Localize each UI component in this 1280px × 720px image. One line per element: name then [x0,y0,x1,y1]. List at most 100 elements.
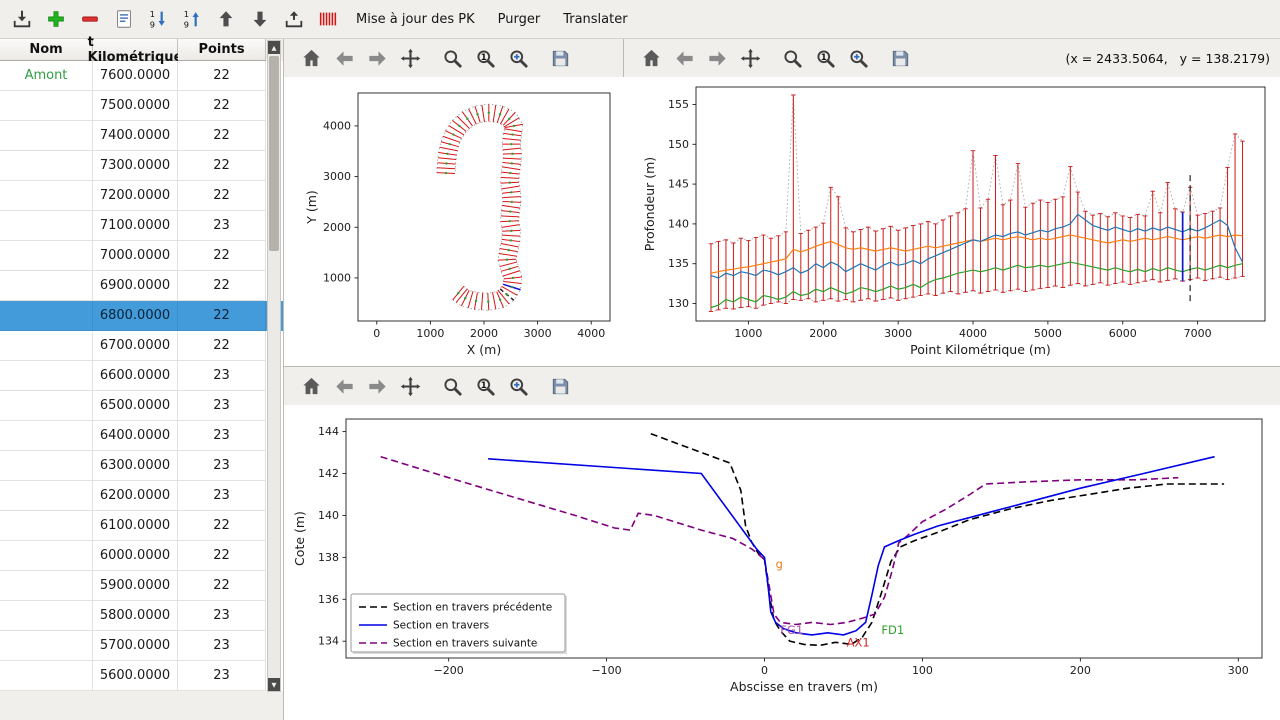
section-zoom-one-button[interactable] [472,373,499,400]
plan-zoom-button[interactable] [439,45,466,72]
profile-pan-button[interactable] [737,45,764,72]
section-zoom-button[interactable] [439,373,466,400]
cell-pk: 7000.0000 [93,241,178,271]
plan-chart[interactable]: 0 1000 2000 3000 4000 1000 2000 3000 4000 X (m) Y … [284,77,624,366]
plan-save-button[interactable] [547,45,574,72]
scroll-down-button[interactable]: ▼ [268,678,280,691]
pan-icon [399,47,422,70]
table-row[interactable]: 6300.0000 23 [0,451,283,481]
move-up-button[interactable] [210,4,241,35]
table-row[interactable]: 6200.0000 23 [0,481,283,511]
cell-pts: 22 [178,121,266,151]
table-row[interactable]: 6000.0000 22 [0,541,283,571]
plan-forward-button[interactable] [364,45,391,72]
zoom-one-icon [474,47,497,70]
forward-icon [366,375,389,398]
table-row[interactable]: 6500.0000 23 [0,391,283,421]
profile-zoom-button[interactable] [779,45,806,72]
remove-section-button[interactable] [74,4,105,35]
purge-button[interactable]: Purger [488,4,551,35]
table-row[interactable]: 6600.0000 23 [0,361,283,391]
table-row[interactable]: 5800.0000 23 [0,601,283,631]
svg-text:Cote (m): Cote (m) [292,511,307,566]
section-home-button[interactable] [298,373,325,400]
edit-form-button[interactable] [108,4,139,35]
cross-section-panel: −200 −100 0 100 200 300 134 136 138 140 142 144 Absc… [284,367,1280,720]
cell-pk: 6200.0000 [93,481,178,511]
cell-pts: 23 [178,631,266,661]
sort-ascending-button[interactable] [176,4,207,35]
move-down-button[interactable] [244,4,275,35]
plan-pan-button[interactable] [397,45,424,72]
profile-zoom-one-button[interactable] [812,45,839,72]
table-row[interactable]: 5600.0000 23 [0,661,283,691]
column-header-pk[interactable]: t Kilométrique [88,35,183,65]
cross-section-chart[interactable]: −200 −100 0 100 200 300 134 136 138 140 142 144 Absc… [284,405,1280,720]
profile-save-button[interactable] [887,45,914,72]
pan-icon [739,47,762,70]
scroll-up-button[interactable]: ▲ [268,41,280,54]
svg-text:g: g [776,557,783,571]
profile-home-button[interactable] [638,45,665,72]
cell-pts: 22 [178,241,266,271]
table-row[interactable]: 6900.0000 22 [0,271,283,301]
cell-nom [0,631,93,661]
section-pan-button[interactable] [397,373,424,400]
svg-text:0: 0 [761,664,768,677]
profile-zoom-plus-button[interactable] [845,45,872,72]
svg-text:1000: 1000 [416,327,444,340]
table-row[interactable]: 7400.0000 22 [0,121,283,151]
import-button[interactable] [6,4,37,35]
zoom-one-icon [474,375,497,398]
cross-sections-button[interactable] [312,4,343,35]
update-pk-button[interactable]: Mise à jour des PK [346,4,485,35]
add-section-button[interactable] [40,4,71,35]
table-row[interactable]: 7200.0000 22 [0,181,283,211]
plan-view-panel: 0 1000 2000 3000 4000 1000 2000 3000 4000 X (m) Y … [284,39,624,366]
cell-nom [0,601,93,631]
cell-nom: Amont [0,61,93,91]
zoom-plus-icon [847,47,870,70]
profile-nav-toolbar: (x = 2433.5064, y = 138.2179) [624,39,1280,77]
profile-forward-button[interactable] [704,45,731,72]
table-row[interactable]: 6700.0000 22 [0,331,283,361]
table-row[interactable]: 7500.0000 22 [0,91,283,121]
cell-pk: 6600.0000 [93,361,178,391]
table-row[interactable]: 6400.0000 23 [0,421,283,451]
profile-back-button[interactable] [671,45,698,72]
section-zoom-plus-button[interactable] [505,373,532,400]
table-row[interactable]: 7000.0000 22 [0,241,283,271]
table-row[interactable]: 5700.0000 23 [0,631,283,661]
scroll-thumb[interactable] [269,56,279,251]
plan-home-button[interactable] [298,45,325,72]
plan-zoom-plus-button[interactable] [505,45,532,72]
table-scrollbar[interactable]: ▲ ▼ [267,40,281,692]
longitudinal-profile-chart[interactable]: 1000 2000 3000 4000 5000 6000 7000 130 135 140 145… [624,77,1279,366]
section-forward-button[interactable] [364,373,391,400]
section-back-button[interactable] [331,373,358,400]
table-row[interactable]: 6100.0000 22 [0,511,283,541]
svg-text:FD1: FD1 [881,623,904,637]
table-row[interactable]: Amont 7600.0000 22 [0,61,283,91]
table-row[interactable]: 7100.0000 23 [0,211,283,241]
svg-text:Section en travers: Section en travers [393,620,489,632]
export-button[interactable] [278,4,309,35]
translate-button[interactable]: Translater [553,4,637,35]
section-save-button[interactable] [547,373,574,400]
cell-pk: 6800.0000 [93,301,178,331]
back-icon [333,375,356,398]
zoom-plus-icon [507,375,530,398]
table-row[interactable]: 6800.0000 22 [0,301,283,331]
section-nav-toolbar [284,367,1280,405]
svg-text:5000: 5000 [1034,327,1062,340]
plan-back-button[interactable] [331,45,358,72]
plan-zoom-one-button[interactable] [472,45,499,72]
svg-text:134: 134 [318,635,339,648]
sort-descending-button[interactable] [142,4,173,35]
column-header-points[interactable]: Points [178,39,266,61]
table-row[interactable]: 5900.0000 22 [0,571,283,601]
column-header-nom[interactable]: Nom [0,39,93,61]
table-row[interactable]: 7300.0000 22 [0,151,283,181]
cell-pk: 7600.0000 [93,61,178,91]
zoom-one-icon [814,47,837,70]
